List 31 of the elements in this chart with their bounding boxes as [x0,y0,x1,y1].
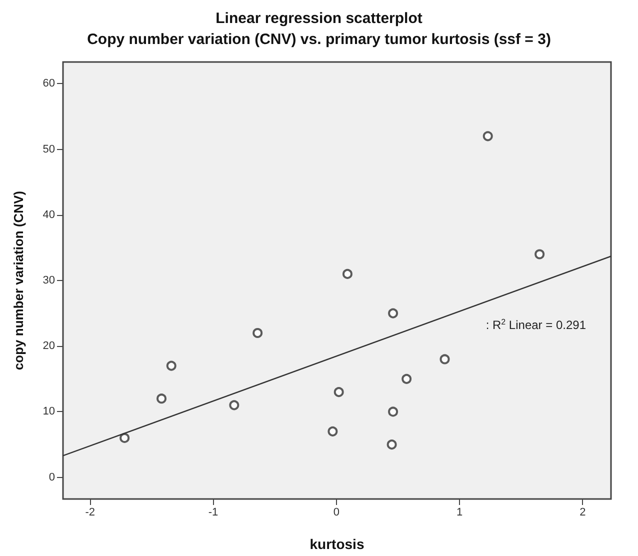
y-axis-title: copy number variation (CNV) [11,190,26,370]
point [156,394,167,404]
x-tick-label: 0 [333,506,340,518]
point [252,328,263,338]
point [334,387,344,398]
y-tick-label: 30 [42,274,55,286]
x-tick-label: 1 [456,506,463,518]
point [342,268,352,279]
y-tick-label: 50 [42,143,55,156]
y-tick-label: 10 [42,406,55,418]
y-tick-label: 20 [42,340,55,352]
point [440,354,450,364]
chart-title: Linear regression scatterplot [216,10,422,27]
point [166,360,176,371]
point [229,400,240,410]
x-tick-label: -2 [85,506,95,518]
point [328,426,338,436]
x-tick-label: -1 [208,506,218,518]
y-tick-label: 60 [42,78,55,90]
x-axis-title: kurtosis [310,536,364,552]
point [534,249,545,260]
y-tick-label: 0 [48,471,55,484]
point [402,374,412,384]
point [482,131,493,142]
point [388,308,398,318]
x-tick-label: 2 [580,506,586,518]
chart-subtitle: Copy number variation (CNV) vs. primary tumor kurtosis (ssf = 3) [87,31,551,48]
point [120,432,130,443]
point [388,406,398,417]
point [386,440,397,450]
y-tick-label: 40 [42,208,55,221]
